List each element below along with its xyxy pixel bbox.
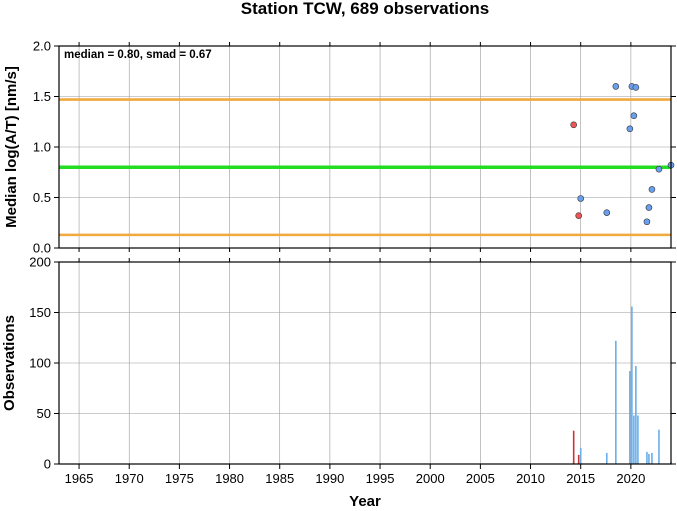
x-tick-label: 1965	[65, 471, 94, 486]
x-tick-label: 1970	[115, 471, 144, 486]
top-y-tick-label: 2.0	[33, 39, 51, 54]
x-tick-label: 2015	[566, 471, 595, 486]
x-tick-label: 1995	[366, 471, 395, 486]
data-point	[570, 121, 577, 129]
data-point	[575, 212, 582, 219]
data-point	[655, 165, 663, 173]
x-tick-label: 1990	[315, 471, 344, 486]
top-reference-lines	[59, 98, 671, 237]
bottom-gridlines	[59, 261, 671, 465]
top-y-tick-label: 0.5	[33, 190, 51, 205]
x-axis-label: Year	[349, 493, 381, 510]
x-tick-label: 2005	[466, 471, 495, 486]
data-point	[643, 218, 651, 226]
bottom-bars	[572, 306, 672, 464]
top-y-ticks: 0.0 0.5 1.0 1.5 2.0	[33, 39, 676, 256]
top-y-tick-label: 1.5	[33, 89, 51, 104]
bottom-y-tick-label: 150	[29, 305, 51, 320]
x-tick-label: 2010	[516, 471, 545, 486]
top-panel-frame	[58, 45, 672, 249]
data-point	[577, 195, 585, 202]
data-point	[612, 83, 620, 90]
bottom-y-tick-label: 0	[44, 457, 51, 472]
x-tick-label: 1975	[165, 471, 194, 486]
bottom-panel: 0 50 100 150 200 1965 1970 1975 1980 1985 1990 1995…	[1, 255, 676, 510]
stats-annotation: median = 0.80, smad = 0.67	[64, 49, 212, 61]
x-tick-label: 2020	[616, 471, 645, 486]
top-data-points	[570, 83, 675, 226]
bottom-ticks: 0 50 100 150 200 1965 1970 1975 1980 1985 1990 1995…	[29, 255, 676, 486]
data-point	[632, 84, 640, 91]
data-point	[648, 186, 656, 193]
top-y-axis-label: Median log(A/T) [nm/s]	[3, 66, 20, 228]
bottom-y-tick-label: 50	[37, 406, 51, 421]
top-y-tick-label: 0.0	[33, 241, 51, 256]
data-point	[630, 112, 638, 119]
data-point	[645, 204, 653, 211]
bottom-y-tick-label: 100	[29, 356, 51, 371]
bottom-panel-frame	[58, 261, 672, 465]
top-panel: 0.0 0.5 1.0 1.5 2.0 median = 0.80, smad = 0.…	[3, 39, 676, 256]
bottom-y-tick-label: 200	[29, 255, 51, 270]
data-point	[626, 125, 634, 133]
x-tick-label: 2000	[416, 471, 445, 486]
chart-title: Station TCW, 689 observations	[241, 0, 489, 18]
x-tick-label: 1980	[215, 471, 244, 486]
bottom-y-axis-label: Observations	[1, 315, 18, 411]
top-y-tick-label: 1.0	[33, 140, 51, 155]
x-tick-label: 1985	[265, 471, 294, 486]
data-point	[603, 209, 611, 216]
